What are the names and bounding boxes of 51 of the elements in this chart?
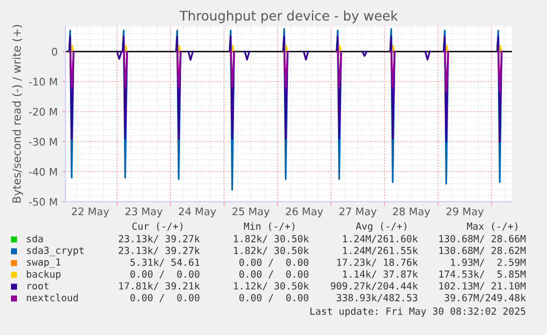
text: 1.82k/ 30.50k	[234, 234, 309, 244]
text: 1.24M/261.60k	[343, 234, 418, 244]
y-tick-label: 0	[52, 48, 58, 56]
text: 5.31k/ 54.61	[130, 258, 200, 267]
x-tick-label: 25 May	[232, 207, 270, 218]
text: 174.53k/ 5.85M	[439, 270, 526, 279]
y-axis-title: Bytes/second read (-) / write (+)	[12, 25, 23, 203]
text: 130.68M/ 28.66M	[439, 234, 526, 244]
text: 338.93k/482.53	[336, 294, 418, 302]
chart-title: Throughput per device - by week	[179, 10, 398, 24]
text: 909.27k/204.44k	[330, 282, 418, 290]
y-tick-label: -30 M	[29, 138, 57, 146]
text: 0.00 / 0.00	[239, 270, 308, 279]
x-tick-label: 26 May	[286, 207, 324, 218]
text: 0.00 / 0.00	[130, 294, 200, 302]
text: Cur (-/+)	[132, 222, 182, 231]
legend-label: swap_1	[27, 258, 60, 268]
legend-label: backup	[26, 270, 61, 280]
text: 0.00 / 0.00	[130, 270, 200, 279]
text: 0.00 / 0.00	[239, 258, 308, 267]
text: 17.81k/ 39.21k	[119, 282, 200, 290]
x-tick-label: 28 May	[393, 207, 430, 218]
x-tick-label: 27 May	[340, 207, 377, 218]
text: 23.13k/ 39.27k	[118, 246, 200, 255]
legend-label: sda3_crypt	[27, 246, 84, 256]
legend-label: nextcloud	[26, 294, 78, 302]
text: 130.68M/ 28.62M	[439, 246, 526, 255]
text: 1.24M/261.55k	[343, 246, 418, 255]
y-tick-label: -20 M	[29, 108, 57, 116]
x-tick-label: 23 May	[125, 207, 162, 218]
y-tick-label: -50 M	[29, 198, 57, 206]
text: 1.12k/ 30.50k	[234, 282, 309, 290]
y-tick-label: -40 M	[29, 168, 57, 176]
text: Min (-/+)	[244, 222, 294, 231]
text: Last update: Fri May 30 08:32:02 2025	[310, 307, 526, 317]
legend-label: root	[28, 282, 48, 290]
text: Max (-/+)	[467, 222, 518, 231]
text: 17.23k/ 18.76k	[337, 258, 418, 267]
text: 1.93M/ 2.59M	[451, 258, 526, 267]
y-tick-label: -10 M	[29, 78, 57, 86]
text: 1.82k/ 30.50k	[234, 246, 309, 255]
text: 1.14k/ 37.87k	[343, 270, 418, 279]
text: 102.13M/ 21.10M	[439, 282, 526, 290]
legend-label: sda	[27, 234, 43, 242]
text: Avg (-/+)	[356, 222, 406, 232]
x-tick-label: 29 May	[446, 207, 484, 218]
x-tick-label: 22 May	[72, 207, 109, 218]
text: 39.67M/249.48k	[444, 294, 526, 302]
x-tick-label: 24 May	[178, 207, 216, 218]
text: 23.13k/ 39.27k	[118, 234, 200, 244]
text: 0.00 / 0.00	[239, 294, 308, 302]
